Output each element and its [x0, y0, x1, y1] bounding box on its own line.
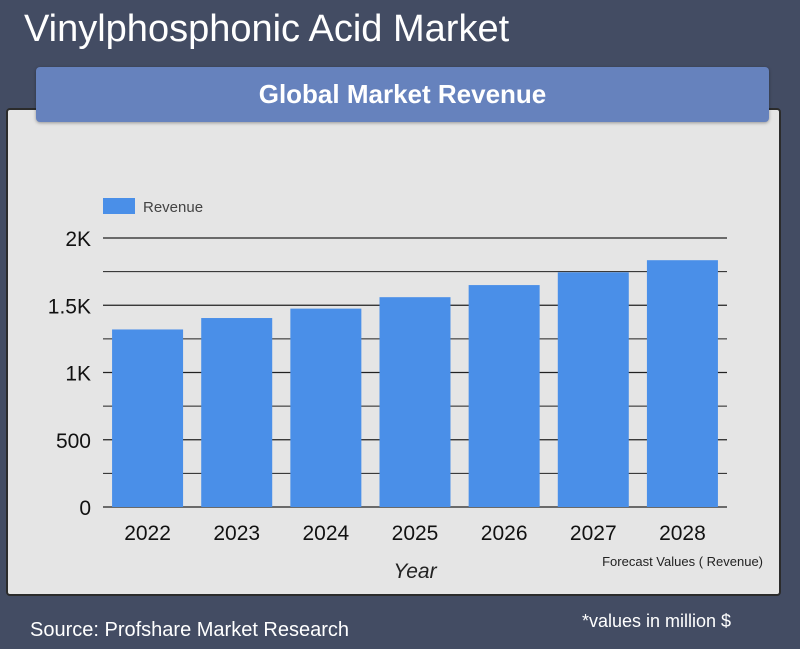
- source-note: Source: Profshare Market Research: [30, 619, 350, 641]
- x-tick-label: 2028: [659, 522, 706, 545]
- x-tick-label: 2026: [481, 522, 528, 545]
- y-tick-label: 500: [56, 430, 91, 453]
- forecast-annotation: Forecast Values ( Revenue): [602, 554, 763, 569]
- y-tick-label: 0: [79, 497, 91, 520]
- y-tick-labels: 0 500 1K 1.5K 2K: [48, 228, 91, 520]
- y-tick-label: 1K: [65, 363, 91, 386]
- page-title: Vinylphosphonic Acid Market: [24, 8, 510, 50]
- y-tick-label: 2K: [65, 228, 91, 251]
- bar-2028: [646, 260, 718, 507]
- legend-label: Revenue: [143, 199, 203, 216]
- x-tick-label: 2025: [392, 522, 439, 545]
- x-tick-label: 2022: [124, 522, 171, 545]
- chart-title: Global Market Revenue: [258, 79, 547, 109]
- bar-2025: [379, 297, 451, 507]
- x-tick-label: 2024: [302, 522, 349, 545]
- x-tick-label: 2027: [570, 522, 617, 545]
- x-tick-labels: 2022 2023 2024 2025 2026 2027 2028: [124, 522, 706, 545]
- chart-banner: Global Market Revenue: [36, 67, 769, 122]
- units-note: *values in million $: [582, 611, 732, 631]
- legend-swatch: [103, 198, 135, 214]
- bar-2027: [557, 272, 629, 507]
- bar-2026: [468, 285, 540, 507]
- bars: [112, 260, 718, 507]
- x-axis-label: Year: [393, 560, 437, 583]
- bar-2024: [290, 308, 362, 507]
- y-tick-label: 1.5K: [48, 295, 91, 318]
- bar-2022: [112, 329, 184, 507]
- bar-2023: [201, 318, 273, 507]
- x-tick-label: 2023: [213, 522, 260, 545]
